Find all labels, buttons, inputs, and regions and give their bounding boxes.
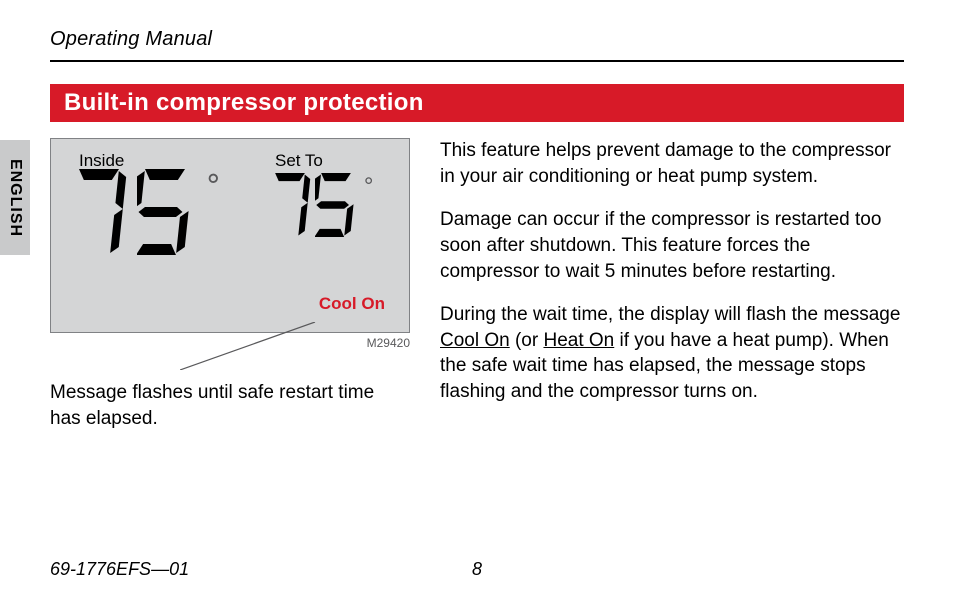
language-tab: ENGLISH [0, 140, 30, 255]
page: Operating Manual Built-in compressor pro… [0, 0, 954, 608]
thermostat-display: Inside Set To ° [50, 138, 410, 333]
figure-code: M29420 [50, 336, 410, 350]
inside-temp-value: ° [71, 169, 220, 259]
section-title-text: Built-in compressor protection [64, 89, 424, 117]
heat-on-ref: Heat On [543, 330, 614, 351]
page-header: Operating Manual [50, 28, 904, 62]
body-p3: During the wait time, the display will f… [440, 302, 904, 405]
page-footer: 69-1776EFS—01 8 [50, 559, 904, 580]
setto-temp-value: ° [269, 173, 372, 242]
degree-symbol-small: ° [364, 173, 374, 201]
figure-caption: Message flashes until safe restart time … [50, 380, 410, 431]
footer-docnum: 69-1776EFS—01 [50, 559, 189, 580]
body-text: This feature helps prevent damage to the… [440, 138, 904, 423]
page-header-title: Operating Manual [50, 28, 904, 57]
status-message: Cool On [319, 294, 385, 314]
inside-label: Inside [79, 151, 124, 171]
language-tab-label: ENGLISH [6, 158, 24, 236]
body-p3a: During the wait time, the display will f… [440, 304, 900, 325]
body-p1: This feature helps prevent damage to the… [440, 138, 904, 189]
digit-7-small [269, 173, 311, 242]
footer-page-number: 8 [472, 559, 482, 580]
body-p2: Damage can occur if the compressor is re… [440, 207, 904, 284]
cool-on-ref: Cool On [440, 330, 510, 351]
body-p3b: (or [510, 330, 544, 351]
setto-label: Set To [275, 151, 323, 171]
section-title-bar: Built-in compressor protection [50, 84, 904, 122]
digit-7 [71, 169, 127, 259]
degree-symbol: ° [204, 169, 222, 204]
digit-5 [137, 169, 193, 259]
digit-5-small [315, 173, 357, 242]
